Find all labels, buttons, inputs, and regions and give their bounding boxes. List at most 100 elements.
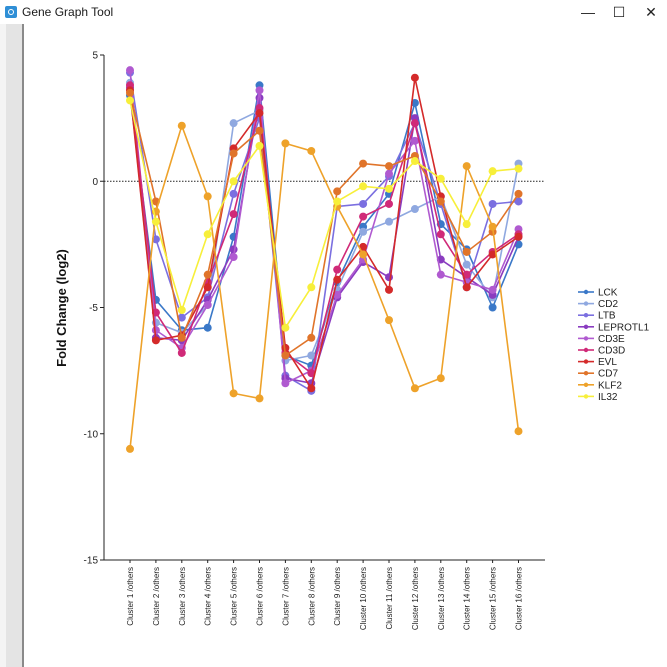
data-point-CD7 [462, 247, 471, 256]
data-point-CD3E [333, 290, 342, 299]
legend-label-EVL: EVL [598, 357, 617, 368]
x-tick-label: Cluster 6 /others [256, 567, 265, 626]
series-line-LEPROTL1 [129, 87, 520, 385]
data-point-KLF2 [359, 250, 368, 259]
data-point-CD2 [410, 205, 419, 214]
data-point-CD2 [229, 119, 238, 128]
data-point-EVL [281, 343, 290, 352]
window-titlebar: Gene Graph Tool — ☐ ✕ [0, 0, 667, 24]
legend-label-CD2: CD2 [598, 299, 618, 310]
data-point-KLF2 [410, 384, 419, 393]
close-button[interactable]: ✕ [645, 4, 657, 20]
x-tick-label: Cluster 5 /others [230, 567, 239, 626]
data-point-IL32 [410, 157, 419, 166]
data-point-LCK [410, 98, 419, 107]
legend-label-LTB: LTB [598, 311, 616, 322]
legend-marker-IL32 [583, 394, 589, 399]
data-point-EVL [359, 242, 368, 251]
data-point-KLF2 [462, 162, 471, 171]
data-point-IL32 [255, 141, 264, 150]
maximize-button[interactable]: ☐ [612, 4, 626, 20]
data-point-CD3E [488, 285, 497, 294]
y-tick-label: -5 [89, 303, 98, 314]
data-point-IL32 [436, 174, 445, 183]
data-point-CD7 [229, 149, 238, 158]
data-point-EVL [307, 384, 316, 393]
data-point-EVL [151, 336, 160, 345]
x-tick-label: Cluster 15 /others [489, 567, 498, 630]
data-point-CD3E [281, 379, 290, 388]
left-panel-edge [0, 24, 24, 667]
data-point-CD3D [307, 369, 316, 378]
legend-marker-CD3E [583, 336, 589, 341]
data-point-CD3D [229, 210, 238, 219]
data-point-CD3E [255, 86, 264, 95]
x-tick-label: Cluster 13 /others [437, 567, 446, 630]
data-point-CD2 [385, 217, 393, 226]
data-point-EVL [514, 232, 523, 241]
data-point-KLF2 [126, 444, 134, 453]
x-tick-label: Cluster 2 /others [152, 567, 161, 626]
data-point-KLF2 [514, 427, 523, 436]
app-icon [5, 6, 17, 18]
legend-marker-CD3D [583, 347, 589, 353]
data-point-LTB [151, 235, 160, 244]
x-tick-label: Cluster 1 /others [126, 567, 135, 626]
data-point-CD3D [333, 265, 342, 274]
data-point-CD2 [307, 351, 316, 360]
data-point-CD3E [229, 253, 238, 261]
series-line-KLF2 [129, 123, 520, 449]
data-point-CD3E [436, 270, 445, 279]
data-point-KLF2 [436, 374, 445, 383]
legend-label-IL32: IL32 [598, 392, 618, 403]
data-point-KLF2 [281, 139, 290, 148]
legend-marker-LTB [583, 313, 589, 318]
data-point-LTB [177, 313, 186, 322]
data-point-KLF2 [488, 222, 497, 231]
data-point-EVL [410, 73, 419, 82]
data-point-CD3D [177, 348, 186, 357]
data-point-CD7 [203, 270, 212, 279]
legend-marker-LCK [583, 289, 589, 295]
x-tick-label: Cluster 16 /others [515, 567, 524, 630]
data-point-CD7 [281, 351, 290, 360]
legend-label-CD3D: CD3D [598, 346, 625, 357]
data-point-EVL [203, 283, 212, 292]
data-point-EVL [385, 285, 393, 294]
x-tick-label: Cluster 11 /others [385, 567, 394, 630]
data-point-CD3D [359, 212, 368, 221]
data-point-LTB [488, 199, 497, 208]
y-tick-label: -15 [84, 556, 99, 567]
data-point-EVL [255, 109, 264, 118]
series-line-CD3D [129, 85, 519, 375]
legend-marker-CD2 [583, 301, 589, 306]
data-point-EVL [462, 283, 471, 292]
data-point-LTB [359, 199, 368, 208]
legend-marker-LEPROTL1 [583, 324, 589, 329]
data-point-LEPROTL1 [385, 273, 393, 282]
data-point-IL32 [151, 217, 160, 226]
data-point-KLF2 [177, 121, 186, 130]
x-tick-label: Cluster 3 /others [178, 567, 187, 626]
data-point-LCK [488, 303, 497, 312]
data-point-LTB [229, 189, 238, 198]
data-point-CD3D [436, 230, 445, 239]
data-point-CD3D [462, 270, 471, 279]
data-point-IL32 [488, 167, 497, 176]
data-point-CD7 [436, 197, 445, 206]
series-line-CD7 [129, 92, 520, 357]
data-point-CD2 [359, 227, 368, 236]
x-tick-label: Cluster 9 /others [333, 567, 342, 626]
data-point-CD2 [462, 260, 471, 269]
legend-marker-CD7 [583, 371, 589, 376]
x-tick-label: Cluster 14 /others [463, 567, 472, 630]
data-point-CD7 [514, 189, 523, 198]
minimize-button[interactable]: — [581, 4, 595, 20]
legend-label-CD3E: CD3E [598, 334, 625, 345]
legend-marker-KLF2 [583, 382, 589, 387]
data-point-IL32 [385, 184, 393, 193]
data-point-IL32 [307, 283, 316, 292]
data-point-CD7 [255, 126, 264, 135]
data-point-IL32 [359, 182, 368, 191]
data-point-IL32 [203, 230, 212, 239]
